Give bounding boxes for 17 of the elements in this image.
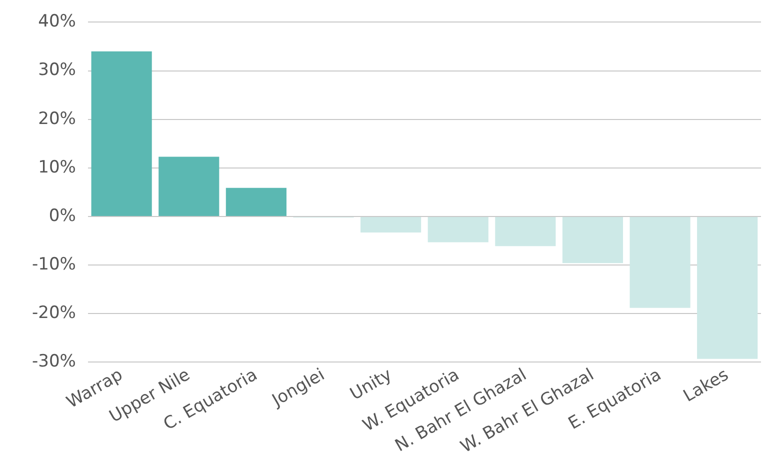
bar [562, 217, 624, 264]
bar [630, 217, 690, 308]
y-tick-label: 0% [48, 206, 76, 226]
bar [428, 217, 488, 242]
y-tick-label: 10% [38, 157, 76, 178]
y-tick-label: -30% [32, 352, 76, 372]
y-tick-label: 20% [38, 108, 76, 129]
y-tick-label: -20% [32, 303, 76, 324]
bar [158, 156, 220, 216]
y-tick-label: 30% [38, 60, 76, 80]
bar [495, 217, 556, 246]
bar [697, 217, 758, 359]
bar [91, 51, 152, 216]
y-tick-label: -10% [32, 254, 76, 274]
y-tick-label: 40% [38, 12, 76, 32]
bar [226, 188, 286, 216]
bar [360, 217, 422, 233]
